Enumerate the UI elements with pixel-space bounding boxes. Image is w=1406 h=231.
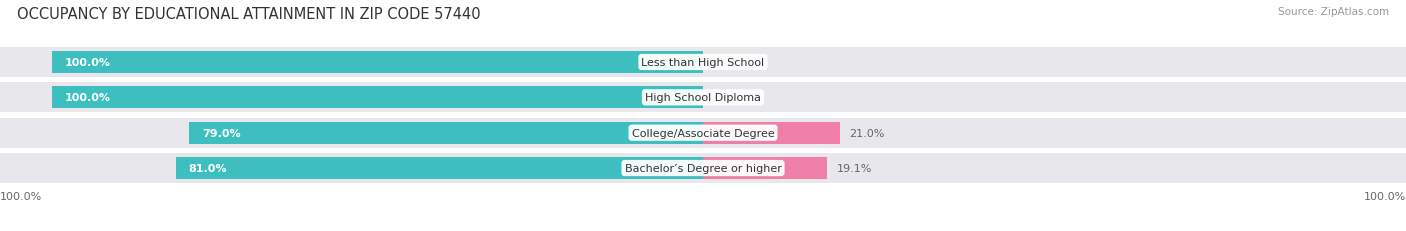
Text: Source: ZipAtlas.com: Source: ZipAtlas.com xyxy=(1278,7,1389,17)
Bar xyxy=(176,157,703,179)
Bar xyxy=(0,48,1406,77)
Bar xyxy=(52,52,703,74)
Bar xyxy=(0,154,1406,183)
Text: 100.0%: 100.0% xyxy=(1364,191,1406,201)
Bar xyxy=(0,83,1406,113)
Text: 100.0%: 100.0% xyxy=(65,58,111,68)
Bar xyxy=(52,87,703,109)
Text: 19.1%: 19.1% xyxy=(837,163,873,173)
Text: College/Associate Degree: College/Associate Degree xyxy=(631,128,775,138)
Text: Less than High School: Less than High School xyxy=(641,58,765,68)
Bar xyxy=(0,118,1406,148)
Bar xyxy=(703,122,839,144)
Bar xyxy=(188,122,703,144)
Text: High School Diploma: High School Diploma xyxy=(645,93,761,103)
Text: 21.0%: 21.0% xyxy=(849,128,884,138)
Text: 0.0%: 0.0% xyxy=(713,93,741,103)
Text: Bachelor’s Degree or higher: Bachelor’s Degree or higher xyxy=(624,163,782,173)
Text: OCCUPANCY BY EDUCATIONAL ATTAINMENT IN ZIP CODE 57440: OCCUPANCY BY EDUCATIONAL ATTAINMENT IN Z… xyxy=(17,7,481,22)
Text: 81.0%: 81.0% xyxy=(188,163,228,173)
Text: 100.0%: 100.0% xyxy=(65,93,111,103)
Text: 79.0%: 79.0% xyxy=(202,128,240,138)
Text: 0.0%: 0.0% xyxy=(713,58,741,68)
Text: 100.0%: 100.0% xyxy=(0,191,42,201)
Bar xyxy=(703,157,827,179)
